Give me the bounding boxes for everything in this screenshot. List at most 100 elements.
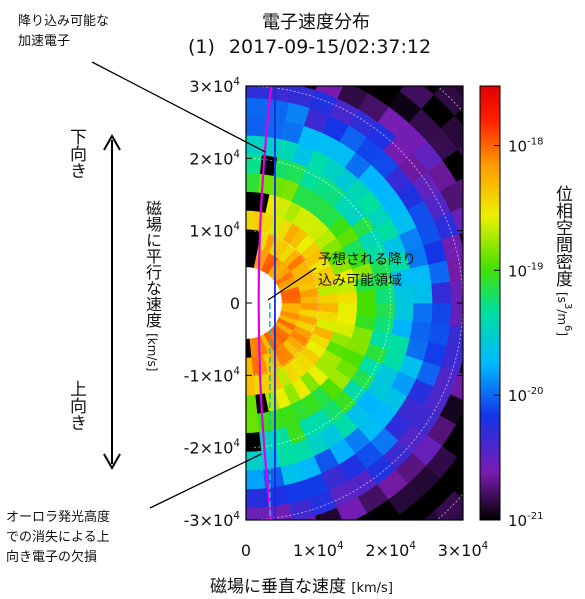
heatmap-cell bbox=[246, 153, 262, 174]
heatmap-cell bbox=[337, 302, 358, 315]
x-tick-label: 2×104 bbox=[365, 540, 416, 560]
annotation-line: 向き電子の欠損 bbox=[6, 550, 98, 565]
heatmap-cell bbox=[391, 514, 405, 520]
heatmap-cell bbox=[454, 480, 463, 499]
y-axis-label: 磁場に平行な速度 [km/s] bbox=[140, 200, 164, 371]
chart-title: 電子速度分布 bbox=[262, 12, 370, 33]
direction-down-label: 下向き bbox=[66, 128, 86, 179]
heatmap-cell bbox=[433, 86, 463, 116]
x-axis-label: 磁場に垂直な速度 [km/s] bbox=[210, 572, 393, 597]
y-tick-label-exp: 4 bbox=[233, 76, 240, 88]
heatmap-cell bbox=[502, 330, 525, 361]
x-tick-label: 1×104 bbox=[293, 540, 344, 560]
heatmap-cell bbox=[450, 371, 463, 400]
y-axis-unit: [km/s] bbox=[145, 333, 159, 372]
colorbar-label: 位相空間密度 [s3/m6] bbox=[550, 185, 575, 337]
colorbar: 10-18 10-19 10-20 10-21 bbox=[479, 85, 543, 530]
colorbar-tick-label: 10-19 bbox=[508, 261, 543, 280]
direction-up-label: 上向き bbox=[66, 380, 86, 431]
heatmap-cell bbox=[450, 206, 463, 235]
heatmap-cell bbox=[246, 191, 258, 212]
colorbar-frame bbox=[479, 85, 501, 521]
colorbar-tick-label: 10-20 bbox=[508, 386, 543, 405]
y-axis-label-text: 磁場に平行な速度 bbox=[143, 200, 162, 328]
annotation-arrows bbox=[91, 61, 317, 509]
heatmap-cell bbox=[446, 256, 463, 282]
guide-lines bbox=[257, 85, 276, 521]
y-tick-label: 3×104 bbox=[189, 76, 240, 96]
heatmap-cell bbox=[246, 469, 266, 490]
direction-arrow-head-down bbox=[103, 453, 121, 471]
heatmap-cell bbox=[449, 302, 463, 327]
heatmap-cell bbox=[457, 448, 463, 462]
heatmap-cell bbox=[246, 210, 257, 230]
colorbar-unit: [s3/m6] bbox=[555, 292, 573, 337]
grid-arc bbox=[246, 230, 319, 376]
heatmap-cell bbox=[520, 174, 549, 211]
y-tick-label: -3×104 bbox=[184, 510, 241, 530]
heatmap-cell bbox=[412, 302, 433, 323]
colorbar-unit-mid: /m bbox=[555, 309, 569, 326]
magenta-guide-line bbox=[257, 85, 273, 521]
heatmap-cell bbox=[356, 302, 377, 317]
heatmap-cell bbox=[321, 54, 352, 81]
heatmap-cell bbox=[502, 181, 530, 216]
heatmap-cell bbox=[246, 86, 270, 100]
heatmap-cell bbox=[319, 302, 339, 314]
heatmap-cell bbox=[525, 303, 545, 334]
heatmap-cells bbox=[246, 0, 563, 520]
heatmap-cell bbox=[246, 97, 268, 118]
colorbar-label-text: 位相空間密度 bbox=[552, 185, 572, 287]
annotation-line: 予想される降り bbox=[318, 252, 416, 268]
colorbar-tick-exp: -20 bbox=[527, 386, 543, 397]
colorbar-tick-label: 10-21 bbox=[508, 511, 543, 530]
heatmap-cell bbox=[431, 302, 452, 325]
annotation-leader-line bbox=[267, 267, 317, 301]
y-tick-label-exp: 4 bbox=[233, 510, 240, 522]
grid-arc bbox=[246, 86, 463, 520]
heatmap-cell bbox=[521, 332, 544, 365]
grid-arcs bbox=[246, 86, 463, 520]
annotation-line: 加速電子 bbox=[18, 34, 71, 49]
colorbar-tick-exp: -18 bbox=[527, 137, 543, 148]
direction-arrow-head-up bbox=[103, 133, 121, 151]
y-tick-label-exp: 4 bbox=[233, 438, 240, 450]
colorbar-unit-exp1: 3 bbox=[562, 303, 573, 310]
heatmap-cell bbox=[409, 320, 432, 343]
heatmap-cell bbox=[391, 86, 405, 92]
heatmap-cell bbox=[454, 107, 463, 126]
panel-header: (1) 2017-09-15/02:37:12 bbox=[188, 36, 431, 58]
heatmap-cell bbox=[246, 413, 260, 434]
heatmap-cell bbox=[393, 302, 415, 321]
y-tick-label-exp: 4 bbox=[233, 365, 240, 377]
heatmap-cell bbox=[246, 506, 270, 520]
heatmap-cell bbox=[314, 86, 343, 99]
heatmap-cell bbox=[431, 281, 452, 304]
heatmap-cell bbox=[246, 134, 264, 156]
heatmap-cell bbox=[246, 0, 279, 5]
colorbar-tick-label: 10-18 bbox=[508, 137, 543, 156]
heatmap-cell bbox=[446, 324, 463, 350]
heatmap-cell bbox=[428, 322, 451, 347]
heatmap-cell bbox=[451, 86, 463, 98]
heatmap-cell bbox=[433, 490, 463, 520]
annotation-expected-region: 予想される降り 込み可能領域 bbox=[318, 250, 416, 292]
y-tick-label: 2×104 bbox=[189, 148, 240, 168]
colorbar-tick-exp: -19 bbox=[527, 261, 543, 272]
heatmap-cell bbox=[246, 116, 266, 137]
colorbar-gradient bbox=[480, 86, 500, 520]
heatmap-cell bbox=[423, 511, 442, 520]
y-tick-label: -2×104 bbox=[184, 438, 241, 458]
heatmap-cell bbox=[246, 172, 260, 193]
timestamp: 2017-09-15/02:37:12 bbox=[228, 36, 432, 58]
heatmap-cell bbox=[246, 488, 268, 509]
colorbar-unit-suffix: ] bbox=[555, 331, 569, 337]
annotation-line: オーロラ発光高度 bbox=[6, 510, 111, 525]
heatmap-cell bbox=[539, 334, 563, 369]
heatmap-cell bbox=[513, 211, 539, 245]
x-tick-label-exp: 4 bbox=[482, 540, 489, 552]
heatmap-cell bbox=[246, 60, 271, 80]
annotation-precipitating-electrons: 降り込み可能な 加速電子 bbox=[18, 12, 109, 52]
